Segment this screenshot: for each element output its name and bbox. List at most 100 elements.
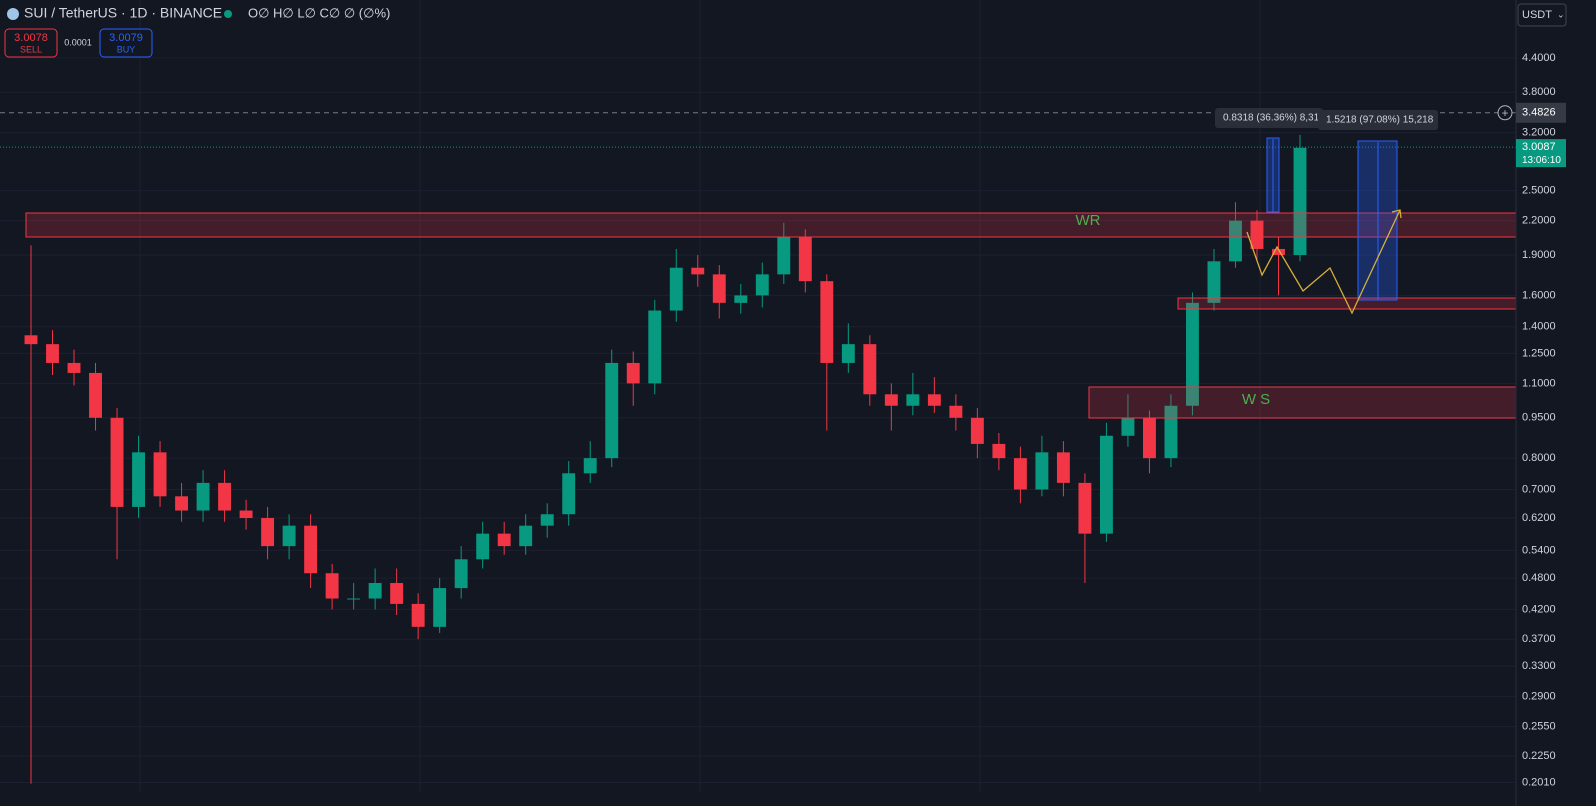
sell-label: SELL bbox=[20, 44, 42, 54]
header: SUI / TetherUS · 1D · BINANCE O∅ H∅ L∅ C… bbox=[4, 5, 390, 58]
y-tick-label: 2.2000 bbox=[1522, 215, 1556, 227]
currency-button[interactable] bbox=[1517, 3, 1567, 27]
y-tick-label: 1.6000 bbox=[1522, 289, 1556, 301]
projection-arrowhead bbox=[1391, 209, 1402, 219]
ohlc: O∅ H∅ L∅ C∅ ∅ (∅%) bbox=[248, 5, 390, 20]
candle-body bbox=[24, 335, 38, 345]
candle-body bbox=[712, 274, 726, 303]
candle-body bbox=[261, 517, 275, 547]
candle-body bbox=[970, 417, 984, 444]
axis-background bbox=[1516, 0, 1596, 806]
candle-body bbox=[497, 533, 511, 547]
y-tick-label: 1.9000 bbox=[1522, 249, 1556, 261]
y-tick-label: 0.6200 bbox=[1522, 512, 1556, 524]
measure-label-box bbox=[1215, 108, 1323, 128]
crosshair-label: 3.4826 bbox=[1522, 107, 1556, 119]
y-tick-label: 0.4800 bbox=[1522, 572, 1556, 584]
zone-label: W S bbox=[1242, 391, 1270, 408]
y-tick-label: 0.8000 bbox=[1522, 452, 1556, 464]
candle-body bbox=[218, 482, 232, 511]
candle-body bbox=[949, 405, 963, 418]
candle-body bbox=[67, 362, 81, 373]
candle-body bbox=[1229, 220, 1242, 262]
candle-body bbox=[669, 267, 683, 311]
candle-body bbox=[347, 598, 361, 600]
buy-button[interactable] bbox=[99, 28, 153, 58]
y-tick-label: 0.3700 bbox=[1522, 633, 1556, 645]
candle-body bbox=[132, 452, 145, 507]
measure-label: 1.5218 (97.08%) 15,218 bbox=[1326, 115, 1434, 126]
candle-body bbox=[777, 237, 791, 275]
y-tick-label: 0.9500 bbox=[1522, 412, 1556, 424]
currency: USDT bbox=[1522, 9, 1552, 21]
candle-body bbox=[1164, 405, 1178, 459]
y-tick-label: 4.4000 bbox=[1522, 52, 1556, 64]
y-tick-label: 3.8000 bbox=[1522, 86, 1556, 98]
candle-body bbox=[89, 372, 102, 418]
support-zone[interactable] bbox=[1088, 386, 1517, 419]
y-tick-label: 2.5000 bbox=[1522, 185, 1556, 197]
last-price-label: 3.0087 bbox=[1522, 141, 1556, 153]
sell-price: 3.0078 bbox=[14, 32, 48, 44]
candle-body bbox=[1099, 435, 1113, 534]
candle-body bbox=[755, 274, 769, 296]
add-alert-icon: + bbox=[1501, 106, 1508, 120]
y-tick-label: 0.5400 bbox=[1522, 544, 1556, 556]
measure-label: 0.8318 (36.36%) 8,31 bbox=[1223, 113, 1320, 124]
candle-body bbox=[798, 237, 812, 282]
market-status bbox=[224, 10, 232, 18]
candle-body bbox=[239, 510, 253, 518]
candle-body bbox=[1121, 417, 1135, 436]
candle-body bbox=[863, 344, 877, 395]
y-tick-label: 0.2010 bbox=[1522, 776, 1556, 788]
y-tick-label: 1.4000 bbox=[1522, 321, 1556, 333]
measure-label-box bbox=[1318, 110, 1438, 130]
add-alert-button bbox=[1497, 105, 1513, 121]
candle-body bbox=[992, 443, 1006, 459]
zone-label: WR bbox=[1076, 212, 1101, 229]
candle-body bbox=[368, 583, 382, 599]
candle-body bbox=[1056, 452, 1070, 483]
candle-body bbox=[153, 452, 167, 497]
candle-body bbox=[734, 295, 748, 303]
candle-body bbox=[820, 281, 834, 363]
projection-path[interactable] bbox=[1246, 209, 1401, 315]
candle-body bbox=[454, 559, 468, 589]
candle-body bbox=[1035, 452, 1049, 490]
y-tick-label: 0.2250 bbox=[1522, 750, 1556, 762]
candle-body bbox=[841, 344, 855, 363]
symbol: SUI / TetherUS · 1D · BINANCE bbox=[24, 5, 222, 21]
y-tick-label: 0.2550 bbox=[1522, 720, 1556, 732]
candle-body bbox=[1272, 248, 1285, 256]
candle-body bbox=[1078, 482, 1092, 534]
candle-body bbox=[46, 344, 59, 363]
countdown-label: 13:06:10 bbox=[1522, 155, 1561, 166]
candle-body bbox=[906, 394, 920, 406]
y-tick-label: 0.2900 bbox=[1522, 690, 1556, 702]
resistance-zone[interactable] bbox=[25, 212, 1517, 238]
spread: 0.0001 bbox=[64, 37, 92, 47]
buy-price: 3.0079 bbox=[109, 32, 143, 44]
candle-body bbox=[1207, 261, 1221, 303]
candle-body bbox=[927, 394, 941, 406]
y-tick-label: 0.3300 bbox=[1522, 660, 1556, 672]
dropdown-icon: ⌄ bbox=[1557, 9, 1565, 19]
candle-body bbox=[196, 482, 210, 511]
y-tick-label: 1.1000 bbox=[1522, 377, 1556, 389]
candle-body bbox=[540, 514, 554, 526]
candle-body bbox=[304, 525, 318, 574]
y-tick-label: 0.4200 bbox=[1522, 603, 1556, 615]
candle-body bbox=[433, 588, 447, 627]
candle-body bbox=[110, 417, 124, 507]
candle-body bbox=[175, 496, 189, 511]
sell-button[interactable] bbox=[4, 28, 58, 58]
candle-body bbox=[1013, 458, 1027, 490]
symbol-icon bbox=[7, 8, 19, 20]
crosshair-label-box bbox=[1516, 102, 1566, 123]
candle-body bbox=[648, 310, 662, 384]
candle-body bbox=[562, 473, 576, 515]
candle-body bbox=[282, 525, 296, 547]
candle-body bbox=[390, 583, 404, 604]
